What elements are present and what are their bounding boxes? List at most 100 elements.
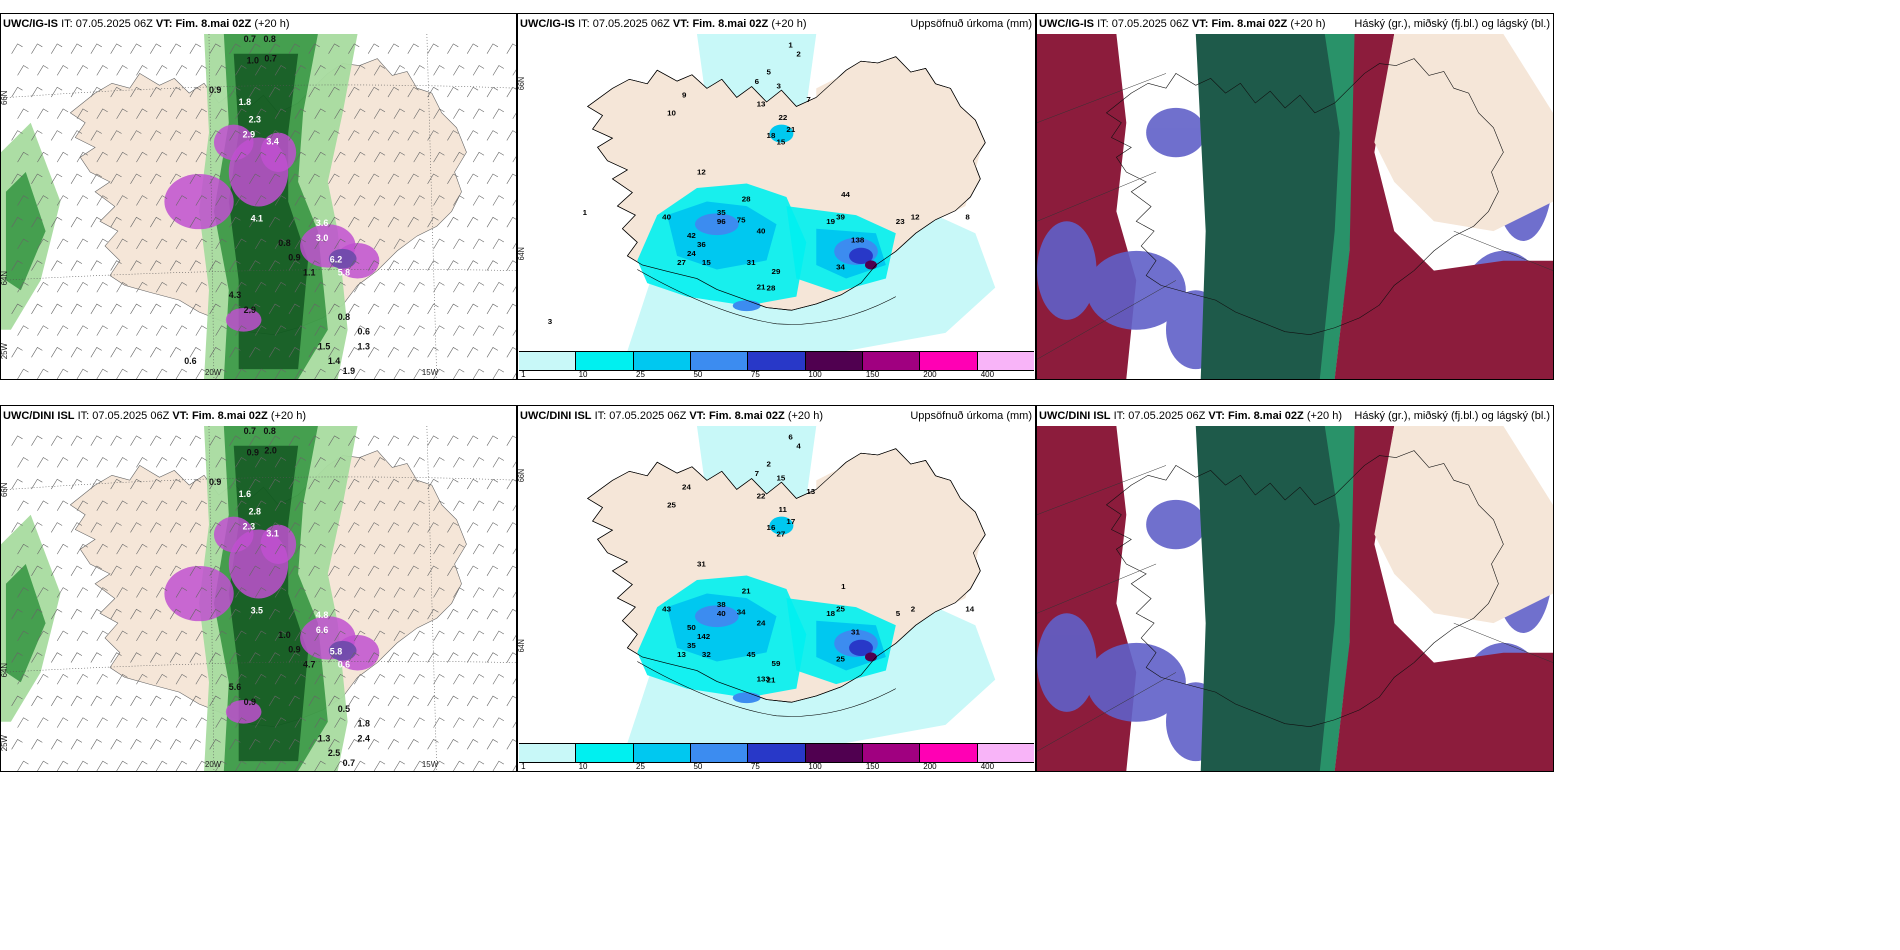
legend-swatch (576, 352, 634, 370)
legend-swatch (748, 352, 806, 370)
wind-value-label: 2.5 (328, 748, 340, 758)
precip-value-label: 34 (836, 263, 846, 272)
wind-value-label: 0.6 (184, 356, 196, 366)
wind-value-label: 5.8 (338, 268, 350, 278)
legend-label: 10 (578, 762, 588, 771)
precip-value-label: 25 (836, 605, 846, 614)
wind-value-label: 0.8 (338, 312, 350, 322)
precip-value-label: 17 (786, 517, 795, 526)
panel-subtitle: Háský (gr.), miðský (fj.bl.) og lágský (… (1354, 410, 1550, 422)
precip-value-label: 40 (757, 227, 766, 236)
wind-value-label: 1.3 (318, 733, 330, 743)
wind-value-label: 0.9 (288, 645, 300, 655)
precip-value-label: 6 (788, 433, 792, 442)
precip-value-label: 142 (697, 632, 710, 641)
lat-label: 66N (1, 90, 9, 105)
lon-label: 15W (422, 368, 439, 377)
legend-label: 75 (750, 370, 760, 379)
wind-value-label: 3.6 (316, 218, 328, 228)
legend-swatch (805, 744, 863, 762)
wind-value-label: 4.8 (316, 610, 328, 620)
legend-label: 50 (693, 370, 703, 379)
panel-subtitle: Uppsöfnuð úrkoma (mm) (910, 410, 1032, 422)
wind-value-label: 0.8 (263, 34, 275, 44)
precip-value-label: 36 (697, 240, 706, 249)
wind-value-label: 3.0 (316, 233, 328, 243)
wind-map[interactable]: 0.7 0.8 0.9 2.0 0.9 1.6 2.8 2.3 3.1 3.5 4.8 6.6 5.8 0… (1, 426, 516, 771)
precip-value-label: 44 (841, 190, 851, 199)
legend-swatch (633, 744, 691, 762)
precip-value-label: 21 (742, 587, 752, 596)
precip-value-label: 7 (755, 469, 759, 478)
lat-label: 64N (1, 271, 9, 286)
legend-label: 100 (808, 762, 822, 771)
wind-value-label: 1.0 (247, 56, 259, 66)
wind-map[interactable]: 0.7 0.8 1.0 0.7 0.9 1.8 2.3 2.9 3.4 4.1 3.6 3.0 6.2 5… (1, 34, 516, 379)
legend-swatch (862, 352, 921, 370)
panel-subtitle: Háský (gr.), miðský (fj.bl.) og lágský (… (1354, 18, 1550, 30)
lon-label: 25W (1, 343, 9, 360)
precip-value-label: 2 (796, 50, 800, 59)
legend-label: 400 (980, 370, 995, 379)
legend-label: 10 (578, 370, 588, 379)
legend-swatch (862, 744, 921, 762)
wind-value-label: 5.8 (330, 647, 342, 657)
panel-subtitle: Uppsöfnuð úrkoma (mm) (910, 18, 1032, 30)
precip-value-label: 21 (767, 676, 777, 685)
precip-value-label: 22 (778, 113, 787, 122)
precip-value-label: 25 (836, 655, 846, 664)
lat-label: 64N (518, 639, 526, 652)
legend-swatch (920, 744, 978, 762)
precip-value-label: 21 (757, 283, 767, 292)
wind-value-label: 4.1 (251, 213, 263, 223)
legend-swatch (977, 352, 1034, 370)
precip-value-label: 28 (742, 195, 751, 204)
precip-value-label: 16 (767, 523, 776, 532)
wind-value-label: 0.7 (244, 426, 256, 436)
wind-value-label: 0.9 (247, 448, 259, 458)
precip-value-label: 35 (717, 208, 727, 217)
legend-swatch (920, 352, 978, 370)
precip-value-label: 18 (767, 131, 776, 140)
precip-value-label: 6 (755, 77, 759, 86)
precip-value-label: 24 (757, 619, 767, 628)
cloud-map[interactable] (1037, 426, 1553, 771)
legend-label: 100 (808, 370, 822, 379)
legend-label: 1 (521, 370, 526, 379)
legend-swatch (576, 744, 634, 762)
precip-map[interactable]: 6 4 2 7 15 13 24 22 11 17 16 27 25 31 21 38 43 50 40 34 24 14… (518, 426, 1035, 743)
precip-value-label: 12 (697, 168, 706, 177)
wind-value-label: 0.9 (244, 697, 256, 707)
legend-label: 150 (865, 370, 880, 379)
precip-value-label: 39 (836, 213, 845, 222)
precip-value-label: 15 (777, 474, 787, 483)
precip-value-label: 19 (826, 218, 835, 227)
wind-panel-top: UWC/IG-IS IT: 07.05.2025 06Z VT: Fim. 8.… (0, 13, 517, 380)
precip-value-label: 21 (786, 125, 796, 134)
precip-value-label: 31 (697, 560, 707, 569)
cloud-panel-bottom: UWC/DINI ISL IT: 07.05.2025 06Z VT: Fim.… (1036, 405, 1554, 772)
legend-swatch (633, 352, 691, 370)
legend-label: 400 (980, 762, 995, 771)
cloud-map[interactable] (1037, 34, 1553, 379)
precip-value-label: 38 (717, 600, 726, 609)
precip-value-label: 24 (687, 249, 697, 258)
precip-panel-bottom: UWC/DINI ISL IT: 07.05.2025 06Z VT: Fim.… (517, 405, 1036, 772)
wind-value-label: 0.6 (358, 327, 370, 337)
precip-value-label: 14 (965, 605, 975, 614)
precip-value-label: 24 (682, 483, 692, 492)
wind-value-label: 6.6 (316, 625, 328, 635)
precip-value-label: 15 (777, 138, 787, 147)
precip-legend: 1 10 25 50 75 100 150 200 400 (518, 743, 1035, 771)
precip-map[interactable]: 1 2 5 6 3 7 9 13 22 21 18 15 10 12 28 35 40 42 96 75 40 36 27 2… (518, 34, 1035, 351)
panel-title: UWC/DINI ISL IT: 07.05.2025 06Z VT: Fim.… (1039, 410, 1342, 422)
precip-value-label: 3 (777, 82, 781, 91)
wind-value-label: 3.5 (251, 605, 263, 615)
precip-value-label: 5 (767, 68, 772, 77)
legend-label: 200 (923, 762, 937, 771)
precip-value-label: 22 (757, 492, 766, 501)
cloud-panel-top: UWC/IG-IS IT: 07.05.2025 06Z VT: Fim. 8.… (1036, 13, 1554, 380)
precip-value-label: 11 (778, 505, 787, 514)
precip-value-label: 1 (583, 208, 588, 217)
legend-swatch (748, 744, 806, 762)
